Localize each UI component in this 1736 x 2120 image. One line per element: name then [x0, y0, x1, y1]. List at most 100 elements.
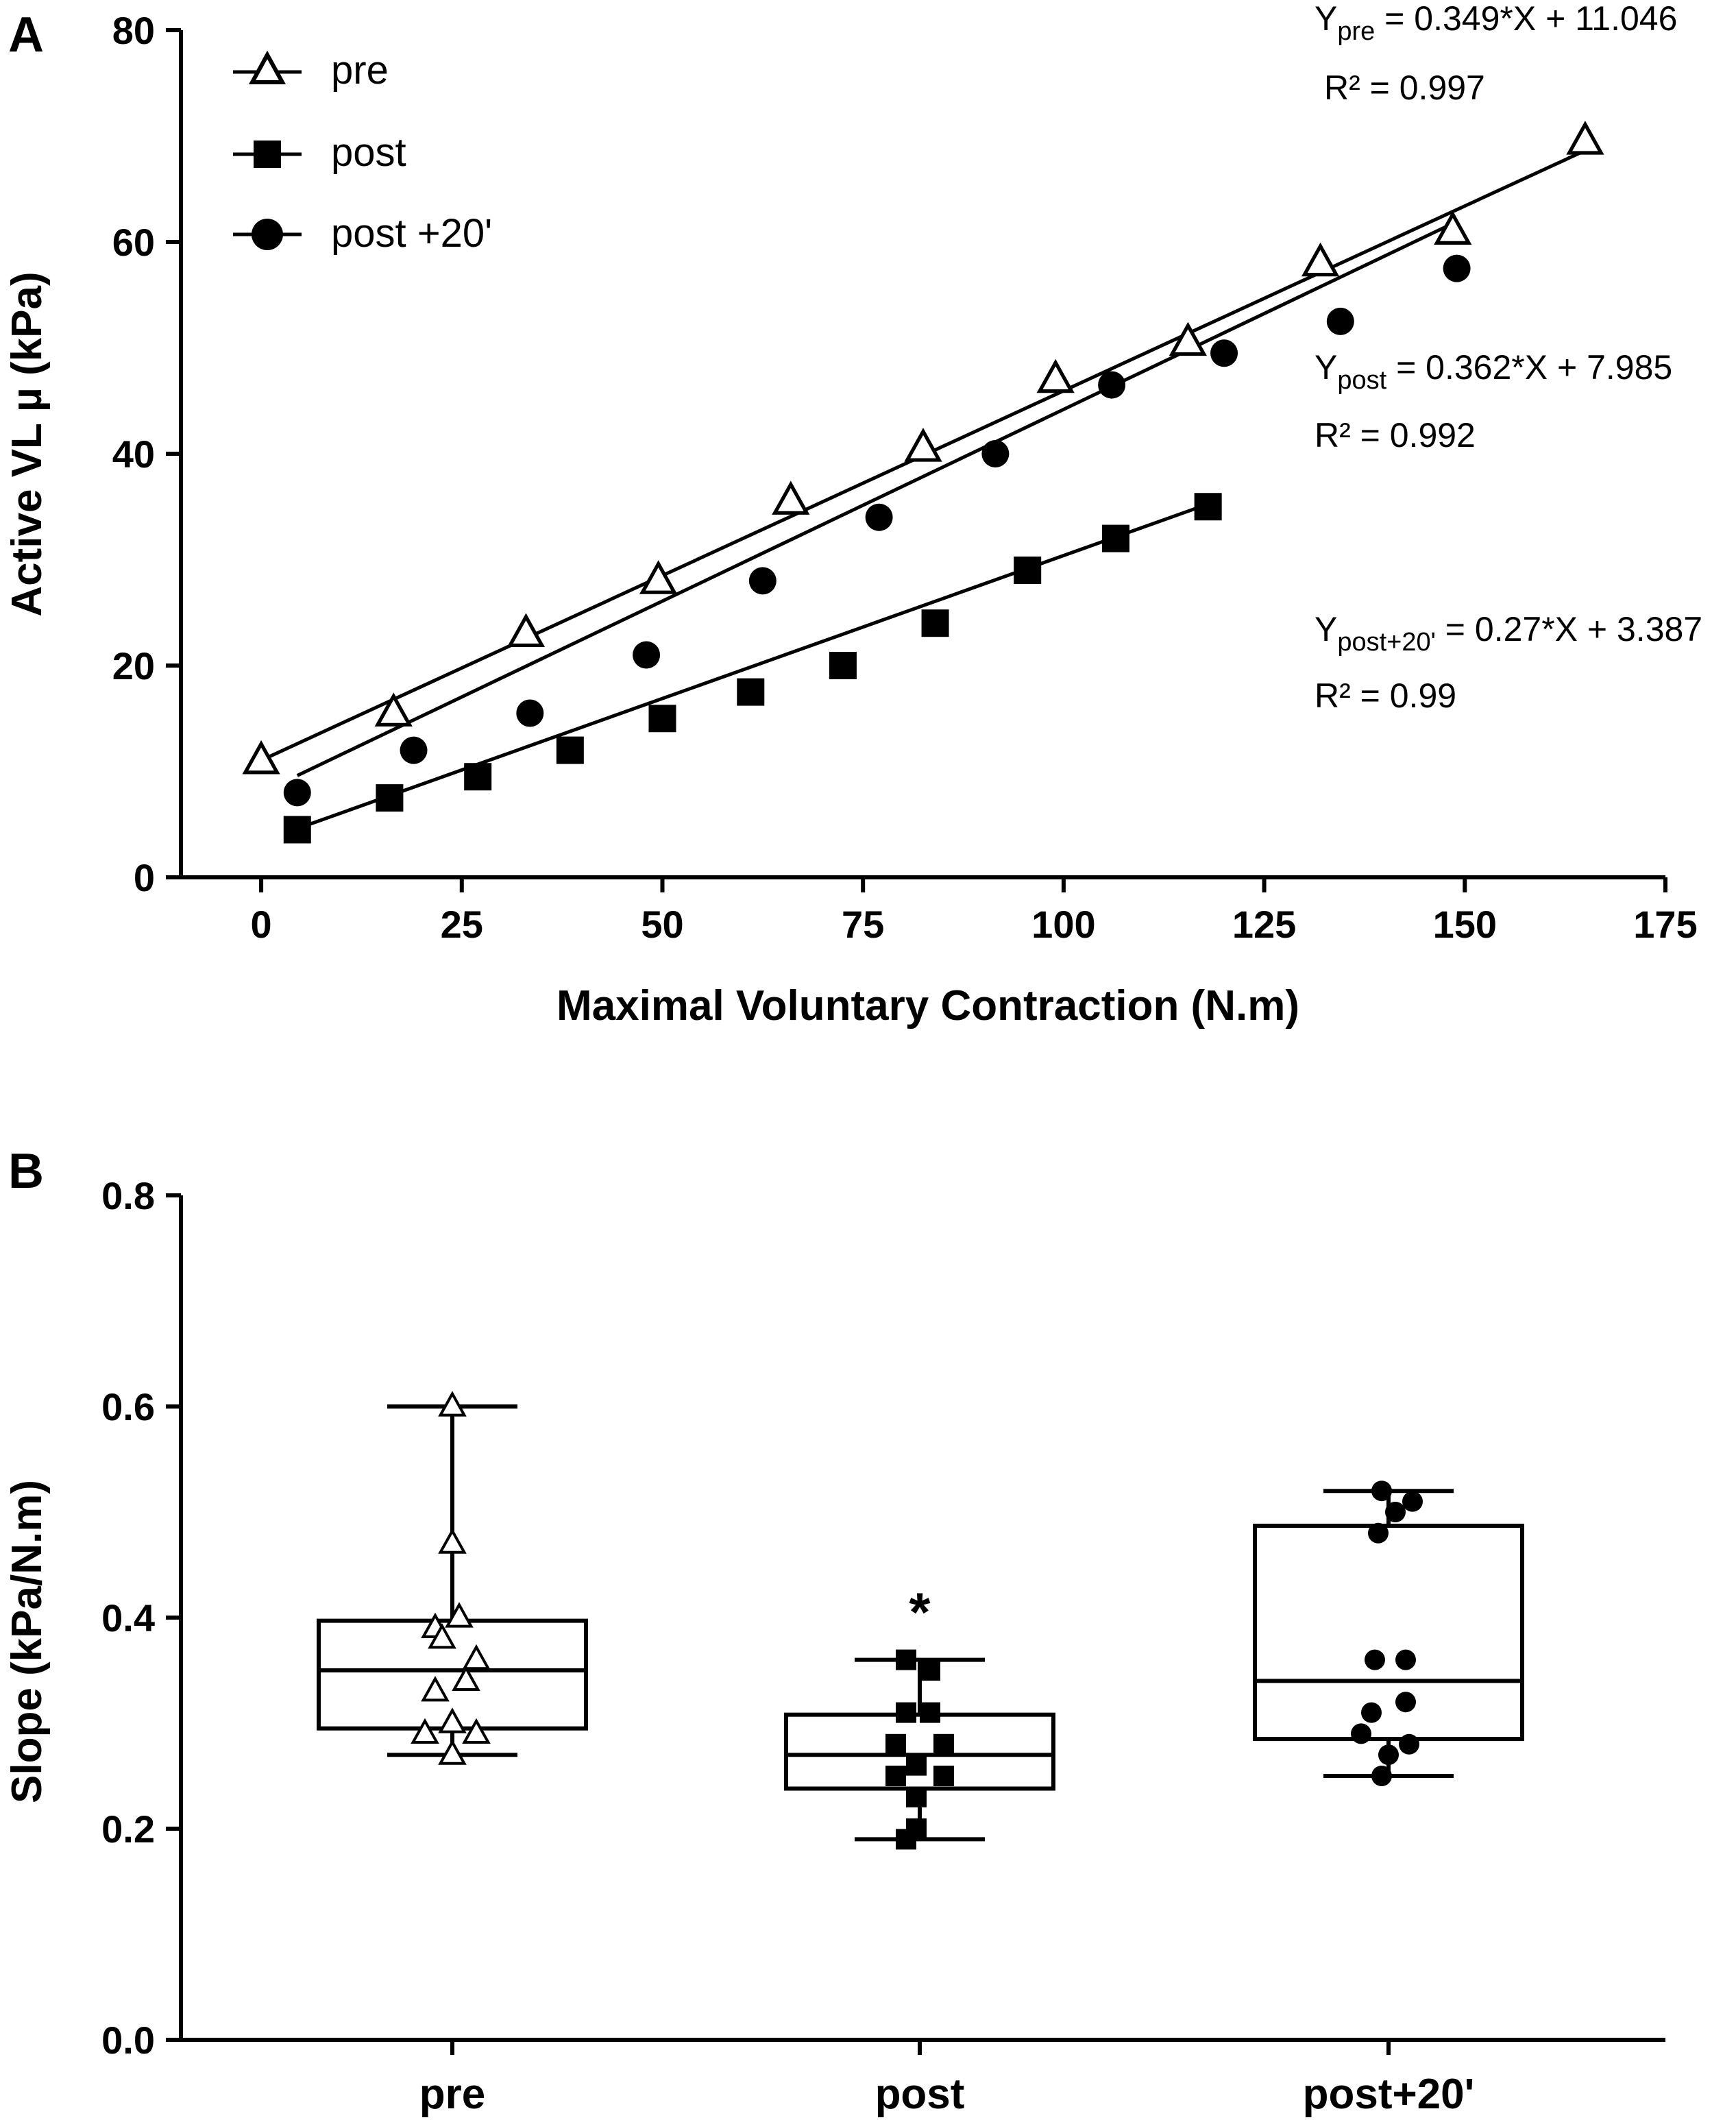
box-point-post20	[1371, 1481, 1392, 1502]
box-point-post	[920, 1660, 940, 1681]
data-point-post20	[1443, 254, 1471, 282]
data-point-post	[921, 609, 949, 637]
box-point-post20	[1365, 1649, 1385, 1670]
equation-pre: Ypre = 0.349*X + 11.046	[1315, 0, 1677, 46]
legend: pre post post +20'	[233, 48, 492, 256]
panel-a-y-tick-label: 40	[112, 432, 155, 476]
data-point-post20	[1326, 307, 1354, 335]
panel-b-x-tick-label: post+20'	[1303, 2071, 1475, 2118]
box-point-post20	[1368, 1522, 1389, 1544]
panel-b-x-tick-label: pre	[419, 2071, 485, 2118]
panel-a-x-axis-title: Maximal Voluntary Contraction (N.m)	[557, 982, 1299, 1029]
data-point-post	[648, 705, 676, 733]
panel-a-y-tick-label: 60	[112, 221, 155, 264]
box-point-post20	[1351, 1723, 1371, 1744]
box-point-pre	[445, 1602, 474, 1628]
legend-marker-pre	[248, 50, 286, 84]
data-point-post20	[400, 736, 428, 764]
box-point-post	[906, 1755, 927, 1776]
data-point-pre	[904, 428, 942, 462]
data-point-pre	[506, 613, 546, 648]
panel-a-plot-area: 0 20 40 60 80 0 25 50 75 100 125 150 175	[112, 9, 1698, 946]
box-point-pre	[462, 1718, 491, 1744]
data-point-pre	[1036, 358, 1075, 393]
box-point-post	[885, 1766, 906, 1786]
box-post20	[1253, 1524, 1524, 1742]
data-point-post	[737, 678, 765, 706]
panel-a-x-tick-label: 100	[1031, 903, 1095, 946]
r2-post: R² = 0.992	[1315, 416, 1476, 454]
panel-b-y-tick-label: 0.8	[101, 1174, 155, 1217]
panel-b-y-tick-label: 0.0	[101, 2019, 155, 2062]
significance-marker: *	[909, 1582, 931, 1643]
equation-post: Ypost = 0.362*X + 7.985	[1315, 348, 1672, 395]
legend-marker-post	[254, 141, 281, 168]
box-point-post	[920, 1702, 940, 1723]
panel-a-y-tick-label: 0	[134, 856, 155, 899]
panel-b-y-axis-title: Slope (kPa/N.m)	[3, 1480, 51, 1803]
data-point-post	[1101, 524, 1129, 552]
box-point-pre	[421, 1676, 450, 1702]
panel-a-x-tick-label: 0	[251, 903, 272, 946]
panel-b-label: B	[8, 1144, 44, 1199]
data-point-post20	[633, 641, 661, 669]
data-point-post	[1014, 556, 1042, 584]
box-point-pre	[462, 1644, 491, 1670]
data-point-pre	[1434, 210, 1472, 245]
box-point-post20	[1361, 1702, 1382, 1723]
panel-a-x-tick-label: 175	[1633, 903, 1697, 946]
legend-label-post: post	[331, 130, 406, 175]
box-point-post	[906, 1786, 927, 1807]
data-point-post20	[748, 567, 777, 595]
data-point-post	[464, 763, 492, 791]
panel-b-x-tick-label: post	[875, 2071, 965, 2118]
data-point-post20	[981, 440, 1010, 467]
box-point-post20	[1395, 1692, 1416, 1713]
box-point-post	[933, 1733, 954, 1755]
data-point-post20	[283, 779, 311, 807]
box-point-post20	[1402, 1491, 1423, 1512]
panel-a-y-axis-title: Active VL µ (kPa)	[3, 271, 51, 616]
box-point-post20	[1385, 1502, 1406, 1522]
panel-b-y-tick-label: 0.6	[101, 1385, 155, 1428]
panel-a-x-tick-label: 50	[641, 903, 683, 946]
box-point-pre	[438, 1707, 467, 1733]
data-point-post	[829, 652, 857, 679]
panel-a-x-tick-label: 75	[842, 903, 884, 946]
panel-b-y-tick-label: 0.2	[101, 1807, 155, 1851]
box-point-post	[896, 1702, 916, 1723]
panel-a-x-tick-label: 150	[1433, 903, 1497, 946]
panel-a: A 0 20 40 60 80 0 25 50 75 100 125 150 175 Maximal V…	[3, 0, 1702, 1029]
box-point-post20	[1399, 1733, 1419, 1755]
fit-line-post20	[296, 220, 1458, 777]
data-point-pre	[1301, 242, 1340, 277]
panel-a-label: A	[8, 8, 44, 62]
box-point-post	[885, 1733, 906, 1755]
box-post	[784, 1712, 1055, 1791]
data-point-pre	[639, 560, 678, 594]
box-point-post	[896, 1649, 916, 1670]
box-point-post20	[1378, 1744, 1399, 1766]
panel-a-x-tick-label: 25	[441, 903, 483, 946]
data-point-pre	[772, 480, 810, 515]
fit-line-post	[296, 502, 1209, 831]
box-point-post20	[1371, 1766, 1392, 1786]
data-point-post	[283, 816, 311, 844]
box-point-pre	[411, 1718, 439, 1744]
legend-marker-post20	[252, 219, 283, 250]
box-point-pre	[438, 1391, 467, 1417]
data-point-post20	[1098, 371, 1126, 399]
panel-a-x-tick-label: 125	[1232, 903, 1296, 946]
r2-pre: R² = 0.997	[1324, 69, 1485, 107]
data-point-pre	[1566, 121, 1604, 155]
box-point-post	[933, 1766, 954, 1786]
panel-b-plot-area: 0.0 0.2 0.4 0.6 0.8 pre post post+20' *	[101, 1174, 1665, 2118]
panel-b: B 0.0 0.2 0.4 0.6 0.8 pre post post+20' * Slope …	[3, 1144, 1665, 2118]
data-point-post20	[865, 503, 893, 531]
box-point-post20	[1395, 1649, 1416, 1670]
equation-post20: Ypost+20' = 0.27*X + 3.387	[1315, 610, 1702, 657]
panel-a-y-tick-label: 80	[112, 9, 155, 52]
data-point-pre	[1169, 321, 1207, 356]
box-point-post	[896, 1829, 916, 1850]
